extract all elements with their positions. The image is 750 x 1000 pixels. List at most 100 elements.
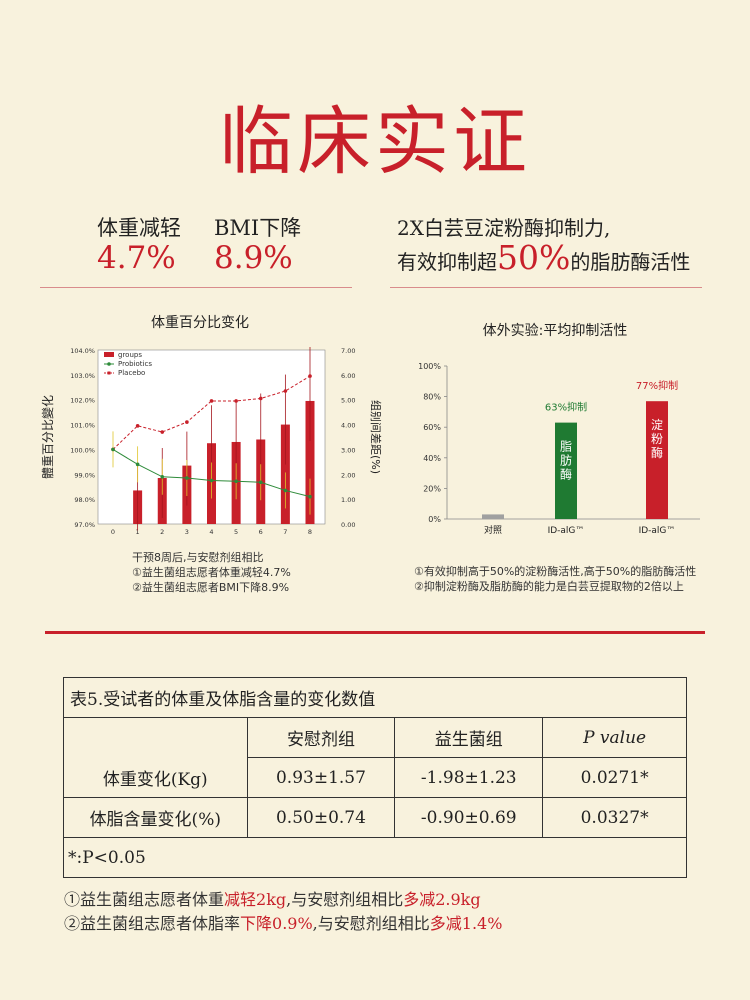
chart1-point-probiotics	[135, 462, 140, 467]
chart2-data-label: 63%抑制	[545, 401, 587, 414]
table-row-fat-pvalue: 0.0327*	[542, 797, 687, 838]
chart1-legend-dot-placebo	[107, 371, 111, 375]
chart1-y2tick-label: 2.00	[341, 471, 355, 479]
chart2-bar-text: 脂	[560, 439, 572, 454]
chart1-y2tick-label: 5.00	[341, 397, 355, 405]
chart2-bar-text: 粉	[651, 432, 663, 446]
chart1-ytick-label: 98.0%	[74, 496, 95, 504]
chart2-bar-text: 肪	[560, 453, 572, 468]
divider-right	[390, 287, 702, 288]
chart1-point-placebo	[308, 374, 312, 378]
chart2-notes: ①有效抑制高于50%的淀粉酶活性,高于50%的脂肪酶活性 ②抑制淀粉酶及脂肪酶的…	[414, 564, 696, 594]
chart2-bar	[482, 514, 504, 519]
chart1-ylabel: 體重百分比變化	[40, 395, 55, 479]
footnote-2: ②益生菌组志愿者体脂率下降0.9%,与安慰剂组相比多减1.4%	[64, 912, 502, 936]
section-divider	[45, 631, 705, 634]
chart2-data-label: 77%抑制	[636, 379, 678, 392]
chart1-line-placebo	[112, 375, 311, 450]
enzyme-heading-50: 50%	[497, 238, 571, 277]
chart2-ytick-label: 60%	[423, 423, 441, 432]
chart1-bar	[305, 400, 315, 524]
chart1-legend-groups: groups	[118, 351, 142, 359]
chart2-title: 体外实验:平均抑制活性	[482, 323, 628, 339]
footnote-1-b: 减轻2kg	[224, 890, 287, 909]
chart1-y2tick-label: 1.00	[341, 496, 355, 504]
divider-left	[40, 287, 352, 288]
chart2-bar	[555, 422, 577, 519]
chart1-point-placebo	[185, 420, 189, 424]
chart1-y2tick-label: 7.00	[341, 347, 355, 355]
table-header-placebo: 安慰剂组	[246, 717, 396, 758]
chart2-ytick-label: 80%	[423, 393, 441, 402]
chart1-point-placebo	[283, 389, 288, 393]
chart1-y2label: 组别间差距(%)	[369, 400, 383, 474]
table-row-weight-placebo: 0.93±1.57	[246, 757, 396, 798]
chart1-note-3: ②益生菌组志愿者BMI下降8.9%	[132, 581, 290, 594]
enzyme-heading-text-c: 的脂肪酶活性	[570, 250, 691, 274]
bmi-value: 8.9%	[214, 240, 293, 276]
chart2-bar-text: 淀	[651, 418, 663, 432]
chart1-xtick-label: 3	[185, 528, 189, 536]
inhibition-chart: 0%20%40%60%80%100%对照 ID-alG™63%抑制脂肪酶ID-al…	[418, 362, 700, 536]
chart1-legend-probiotics: Probiotics	[118, 360, 152, 368]
chart2-ytick-label: 100%	[418, 362, 441, 371]
footnote-1: ①益生菌组志愿者体重减轻2kg,与安慰剂组相比多减2.9kg	[64, 888, 502, 912]
chart2-ytick-label: 20%	[423, 484, 441, 493]
chart1-y2tick-label: 0.00	[341, 521, 355, 529]
table-header-empty	[63, 717, 248, 758]
enzyme-heading-text-a: 有效抑制超	[397, 250, 497, 274]
footnote-1-c: ,与安慰剂组相比	[286, 890, 404, 909]
chart1-ytick-label: 100.0%	[70, 446, 95, 454]
chart2-category-label: 对照	[484, 524, 502, 536]
chart1-note-1: 干预8周后,与安慰剂组相比	[132, 551, 264, 564]
chart2-category-label: ID-alG™	[639, 526, 676, 536]
chart1-legend-placebo: Placebo	[118, 369, 145, 377]
table-header-probiotic: 益生菌组	[394, 717, 544, 758]
chart2-category-label: ID-alG™	[548, 526, 585, 536]
chart1-point-probiotics	[258, 480, 263, 485]
chart1-ytick-label: 103.0%	[70, 372, 95, 380]
chart2-bar	[646, 401, 668, 519]
footnote-1-a: ①益生菌组志愿者体重	[64, 890, 225, 909]
footnote-2-c: ,与安慰剂组相比	[312, 914, 430, 933]
footnote-1-d: 多减2.9kg	[403, 890, 481, 909]
footnote-2-b: 下降0.9%	[240, 914, 313, 933]
weight-change-chart: 97.0% 98.0% 99.0% 100.0% 101.0% 102.0% 103.0% 1…	[40, 346, 383, 536]
weight-loss-value: 4.7%	[97, 240, 176, 276]
chart1-title: 体重百分比变化	[151, 315, 249, 331]
chart1-point-placebo	[135, 424, 140, 428]
chart1-point-probiotics	[111, 447, 115, 452]
footnote-2-a: ②益生菌组志愿者体脂率	[64, 914, 241, 933]
chart1-point-placebo	[234, 399, 238, 403]
chart2-note-1: ①有效抑制高于50%的淀粉酶活性,高于50%的脂肪酶活性	[414, 565, 697, 578]
weight-loss-label: 体重减轻	[97, 216, 181, 240]
chart1-point-probiotics	[234, 479, 238, 484]
table-row-weight-label: 体重变化(Kg)	[63, 757, 248, 798]
enzyme-heading-line2: 有效抑制超50%的脂肪酶活性	[397, 238, 690, 277]
chart1-xtick-label: 1	[136, 528, 140, 536]
footnotes: ①益生菌组志愿者体重减轻2kg,与安慰剂组相比多减2.9kg ②益生菌组志愿者体…	[64, 888, 502, 936]
table-caption: 表5.受试者的体重及体脂含量的变化数值	[63, 677, 687, 718]
results-table: 表5.受试者的体重及体脂含量的变化数值 安慰剂组 益生菌组 P value 体重…	[63, 677, 687, 878]
table-row-fat-probiotic: -0.90±0.69	[394, 797, 544, 838]
chart1-point-probiotics	[283, 488, 288, 493]
chart1-xtick-label: 8	[308, 528, 312, 536]
chart2-ytick-label: 0%	[428, 515, 441, 524]
chart1-xtick-label: 2	[160, 528, 164, 536]
chart1-xtick-label: 6	[259, 528, 263, 536]
chart1-notes: 干预8周后,与安慰剂组相比 ①益生菌组志愿者体重减轻4.7% ②益生菌组志愿者B…	[132, 550, 291, 595]
table-row-fat-label: 体脂含量变化(%)	[63, 797, 248, 838]
chart1-ytick-label: 99.0%	[74, 471, 95, 479]
chart1-y2tick-label: 3.00	[341, 446, 355, 454]
table-header-pvalue: P value	[542, 717, 687, 758]
chart1-point-placebo	[258, 396, 263, 401]
table-row-fat-placebo: 0.50±0.74	[246, 797, 396, 838]
table-footnote: *:P<0.05	[63, 837, 687, 878]
chart1-point-probiotics	[308, 494, 312, 499]
chart1-point-probiotics	[185, 476, 189, 480]
enzyme-heading-line1: 2X白芸豆淀粉酶抑制力,	[397, 216, 611, 240]
bmi-label: BMI下降	[214, 216, 302, 240]
chart1-point-probiotics	[160, 474, 165, 479]
chart1-xtick-label: 7	[283, 528, 287, 536]
chart2-bar-text: 酶	[651, 445, 663, 460]
